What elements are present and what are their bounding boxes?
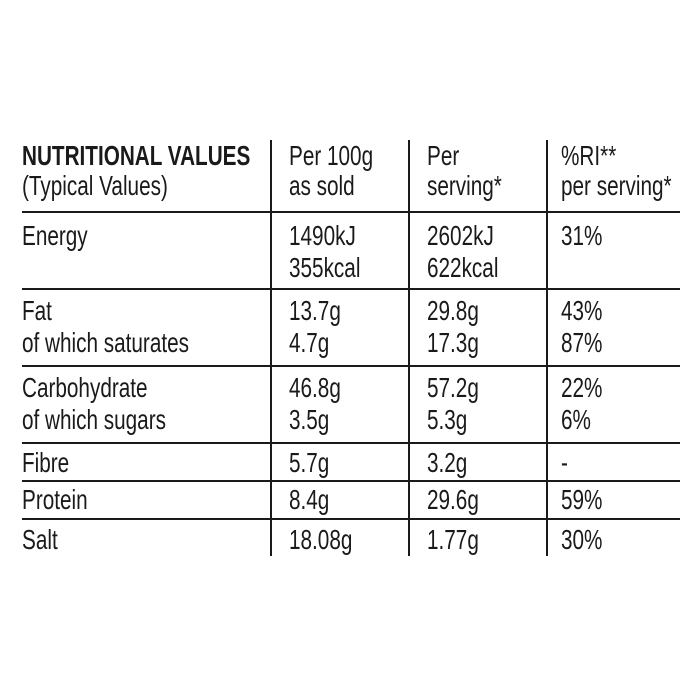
row-divider [22,365,680,367]
row-divider [22,211,680,213]
value-cell: 57.2g [427,372,479,403]
value-cell: 3.2g [427,447,468,478]
value-cell: 29.6g [427,484,479,515]
value-cell: 5.7g [289,447,330,478]
value-cell: 1.77g [427,524,479,555]
value-cell: 43% [561,295,603,326]
header-cell: %RI** [561,140,617,171]
value-cell: 22% [561,372,603,403]
value-cell: 46.8g [289,372,341,403]
value-cell: 17.3g [427,327,479,358]
header-cell: serving* [427,170,502,201]
value-cell: 355kcal [289,252,361,283]
nutrient-label: Energy [22,220,88,251]
value-cell: - [561,447,568,478]
value-cell: 5.3g [427,404,468,435]
nutrient-label: of which saturates [22,327,189,358]
row-divider [22,480,680,482]
value-cell: 8.4g [289,484,330,515]
value-cell: 30% [561,524,603,555]
value-cell: 1490kJ [289,220,356,251]
value-cell: 59% [561,484,603,515]
header-cell: Per [427,140,460,171]
header-cell: as sold [289,170,355,201]
value-cell: 4.7g [289,327,330,358]
value-cell: 29.8g [427,295,479,326]
header-cell: (Typical Values) [22,170,168,201]
column-divider [408,140,410,556]
row-divider [22,518,680,520]
column-divider [270,140,272,556]
row-divider [22,442,680,444]
header-cell: NUTRITIONAL VALUES [22,140,251,171]
row-divider [22,288,680,290]
column-divider [546,140,548,556]
value-cell: 31% [561,220,603,251]
nutrient-label: Salt [22,524,58,555]
nutrient-label: Protein [22,484,88,515]
value-cell: 6% [561,404,591,435]
nutrient-label: Fibre [22,447,70,478]
value-cell: 2602kJ [427,220,494,251]
value-cell: 18.08g [289,524,353,555]
value-cell: 3.5g [289,404,330,435]
nutrient-label: Carbohydrate [22,372,148,403]
value-cell: 622kcal [427,252,499,283]
nutrient-label: of which sugars [22,404,166,435]
value-cell: 13.7g [289,295,341,326]
header-cell: per serving* [561,170,672,201]
header-cell: Per 100g [289,140,374,171]
value-cell: 87% [561,327,603,358]
nutrient-label: Fat [22,295,52,326]
